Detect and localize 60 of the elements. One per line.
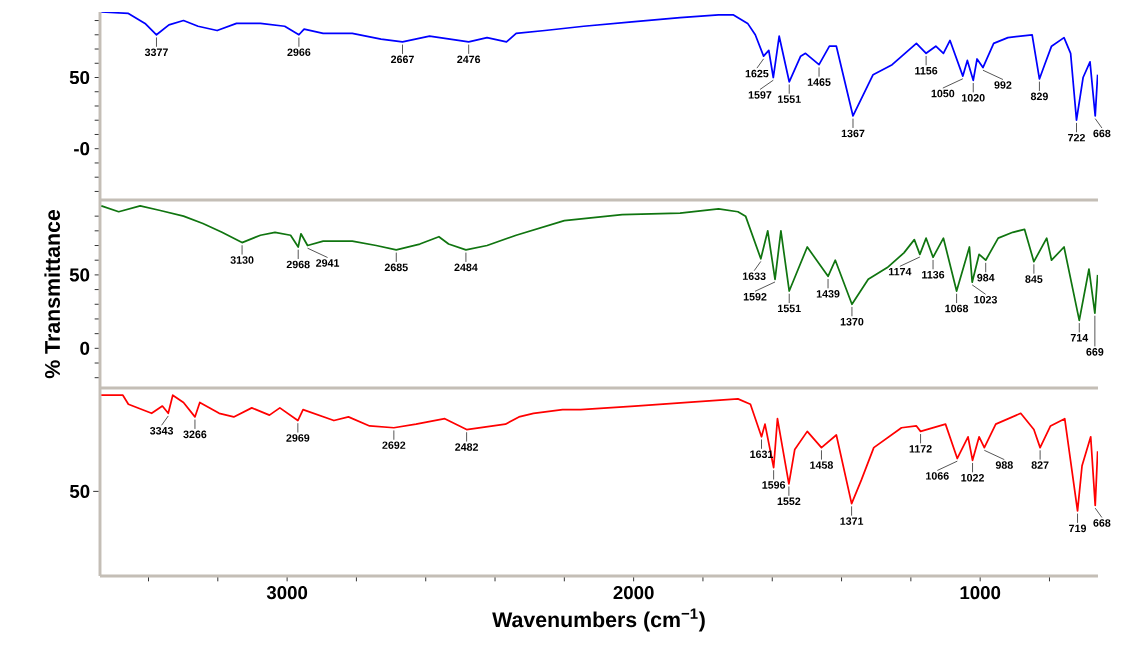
x-tick-label: 3000 xyxy=(266,586,308,600)
annotation: 714 xyxy=(1070,334,1089,342)
annotation: 1367 xyxy=(841,129,865,138)
annotation: 722 xyxy=(1068,133,1085,142)
annotation: 669 xyxy=(1086,348,1104,356)
annotation: 2482 xyxy=(455,443,479,451)
annotation: 1552 xyxy=(777,497,801,506)
annotation: 1597 xyxy=(748,91,772,99)
annotation: 1023 xyxy=(974,295,997,304)
annotation: 1020 xyxy=(962,94,985,102)
x-axis-title: Wavenumbers (cm$^{−1}$) xyxy=(492,608,705,632)
annotation: 3130 xyxy=(230,256,254,264)
annotation: 1371 xyxy=(840,517,864,525)
annotation: 1551 xyxy=(778,304,801,313)
annotation: 1068 xyxy=(945,304,969,313)
annotation: 2476 xyxy=(457,55,481,64)
annotation: 2969 xyxy=(286,434,310,442)
annotation: 1439 xyxy=(816,290,840,298)
annotation: 1172 xyxy=(909,445,932,453)
annotation: 719 xyxy=(1069,524,1087,533)
annotation: 668 xyxy=(1093,519,1111,527)
annotation: 2692 xyxy=(382,441,406,449)
y-tick-label: 50 xyxy=(69,70,90,85)
annotation: 2941 xyxy=(316,259,340,267)
line-series xyxy=(100,12,1098,122)
y-tick-label: 0 xyxy=(80,341,90,355)
annotation: 2484 xyxy=(454,263,478,272)
annotation: 829 xyxy=(1030,92,1048,101)
annotation: 1592 xyxy=(743,292,767,301)
annotation: 1625 xyxy=(745,69,769,78)
annotation: 1370 xyxy=(840,317,864,326)
annotation: 1633 xyxy=(742,272,766,280)
annotation: 992 xyxy=(994,81,1012,89)
annotation: 1022 xyxy=(961,473,984,482)
annotation: 1050 xyxy=(931,89,955,98)
annotation: 1596 xyxy=(762,481,786,489)
annotation: 845 xyxy=(1025,275,1043,283)
annotation: 2685 xyxy=(384,263,408,272)
x-tick-label: 1000 xyxy=(960,586,1001,600)
annotation: 668 xyxy=(1093,129,1111,138)
annotation: 1066 xyxy=(926,472,949,480)
annotation: 3266 xyxy=(183,430,207,439)
annotation: 3377 xyxy=(144,48,168,57)
annotation: 2667 xyxy=(391,55,414,64)
x-tick-label: 2000 xyxy=(613,586,654,600)
annotation: 988 xyxy=(995,461,1013,469)
annotation: 3343 xyxy=(149,426,174,435)
annotation: 1551 xyxy=(778,95,801,103)
annotation: 984 xyxy=(977,273,995,282)
annotation: 1174 xyxy=(888,267,912,276)
y-axis-title: % Transmittance xyxy=(44,209,61,379)
annotation: 1136 xyxy=(922,270,945,279)
annotation: 827 xyxy=(1031,461,1049,469)
y-tick-label: 50 xyxy=(69,268,90,282)
annotation: 1465 xyxy=(807,78,831,86)
annotation: 1156 xyxy=(915,66,938,75)
annotation: 1458 xyxy=(810,461,833,469)
y-tick-label: -0 xyxy=(74,142,90,156)
annotation: 2966 xyxy=(287,48,311,56)
annotation: 2968 xyxy=(286,260,310,269)
